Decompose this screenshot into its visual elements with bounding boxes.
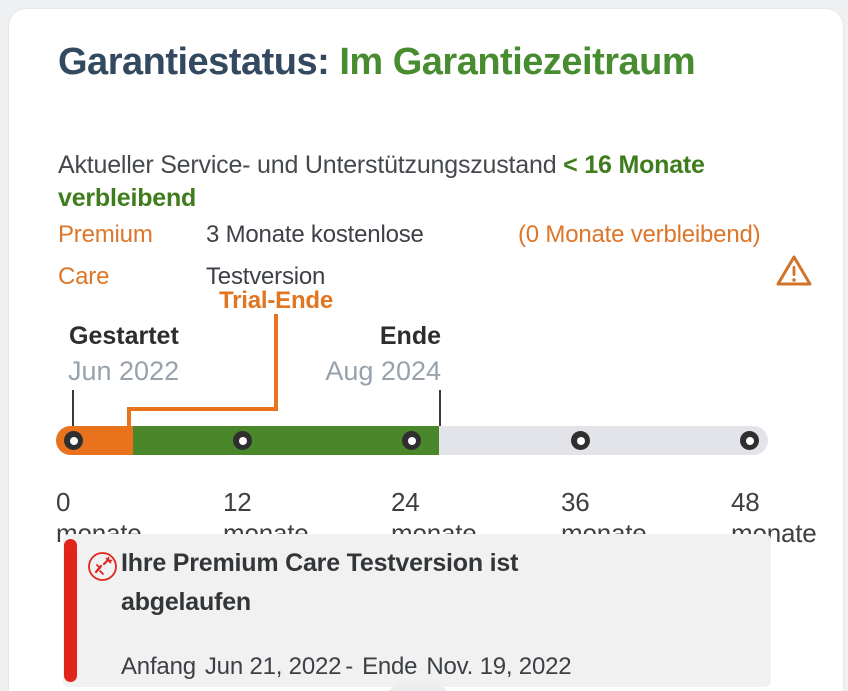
timeline-marker-48-months	[740, 431, 759, 450]
page-title-status: Im Garantiezeitraum	[339, 41, 696, 83]
plan-name: Premium Care	[58, 221, 153, 290]
warranty-timeline-bar	[56, 426, 768, 455]
plan-remaining: (0 Monate verbleibend)	[518, 221, 761, 248]
support-status-text: Aktueller Service- und Unterstützungszus…	[58, 151, 564, 179]
trial-end-label: Trial-Ende	[219, 287, 334, 314]
timeline-marker-24-months	[402, 431, 421, 450]
timeline-marker-36-months	[571, 431, 590, 450]
trial-expired-alert: Ihre Premium Care Testversion ist abgela…	[63, 534, 771, 687]
alert-start-date: Jun 21, 2022	[204, 653, 342, 680]
axis-value: 24	[391, 487, 420, 517]
trial-end-connector-drop	[127, 407, 131, 429]
alert-end-date: Nov. 19, 2022	[426, 653, 572, 680]
timeline-end-date: Aug 2024	[325, 356, 441, 386]
timeline-marker-0-months	[64, 431, 83, 450]
warning-triangle-icon	[775, 252, 813, 290]
warranty-status-card: Garantiestatus: Im Garantiezeitraum Aktu…	[8, 8, 844, 691]
alert-date-separator: -	[345, 653, 354, 680]
support-status-highlight: < 16 Monate verbleibend	[58, 151, 705, 212]
plan-description: 3 Monate kostenlose Testversion	[206, 221, 424, 290]
axis-value: 12	[223, 487, 252, 517]
trial-expired-icon	[87, 551, 118, 582]
timeline-end-tick	[439, 390, 441, 427]
alert-end-label: Ende	[362, 653, 418, 680]
timeline-segment-warranty	[133, 426, 439, 455]
alert-title: Ihre Premium Care Testversion ist abgela…	[121, 549, 519, 616]
page-title: Garantiestatus: Im Garantiezeitraum	[58, 41, 696, 84]
bottom-scroll-bump	[386, 683, 450, 691]
timeline-start-tick	[72, 390, 74, 427]
timeline-start-label: Gestartet	[69, 322, 179, 350]
trial-end-connector-horizontal	[127, 407, 278, 411]
alert-red-stripe	[64, 539, 77, 682]
axis-value: 0	[56, 487, 71, 517]
axis-label-48: 48 monate	[731, 487, 817, 549]
timeline-marker-12-months	[233, 431, 252, 450]
axis-value: 48	[731, 487, 760, 517]
alert-date-range: Anfang Jun 21, 2022- Ende Nov. 19, 2022	[121, 653, 572, 681]
timeline-end-label: Ende	[379, 322, 441, 350]
timeline-start-date: Jun 2022	[68, 356, 180, 386]
alert-start-label: Anfang	[121, 653, 196, 680]
support-status-line: Aktueller Service- und Unterstützungszus…	[58, 149, 814, 215]
axis-value: 36	[561, 487, 590, 517]
page-title-prefix: Garantiestatus:	[58, 41, 330, 83]
trial-end-connector-vertical	[274, 314, 278, 411]
